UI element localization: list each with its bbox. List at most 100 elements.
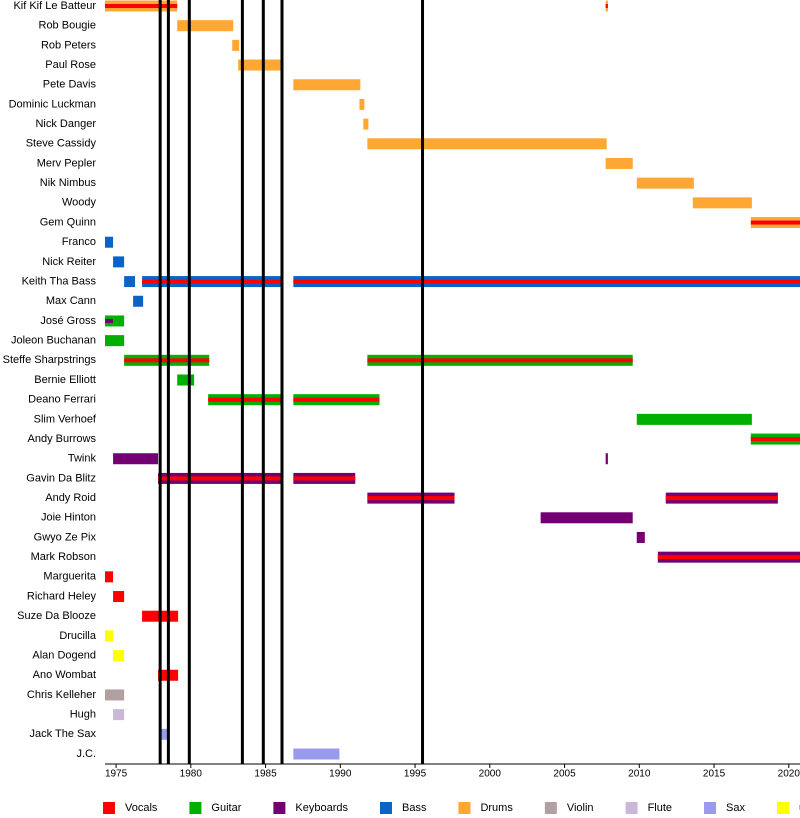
bar — [105, 630, 114, 642]
member-label: Paul Rose — [45, 59, 96, 71]
legend-label: Bass — [402, 802, 427, 814]
member-label: Andy Roid — [45, 492, 96, 504]
bar-stripe — [124, 358, 210, 363]
legend-swatch — [625, 802, 638, 814]
member-label: Steve Cassidy — [26, 138, 97, 150]
bar-stripe — [105, 318, 114, 323]
bar — [105, 571, 114, 583]
member-label: Nick Reiter — [42, 256, 96, 268]
bar — [113, 256, 125, 268]
bar — [605, 453, 608, 465]
legend-label: Vocals — [125, 802, 158, 814]
legend-swatch — [103, 802, 115, 814]
x-tick-label: 2020 — [778, 769, 800, 780]
x-tick-label: 1995 — [404, 769, 427, 780]
x-tick-label: 2005 — [553, 769, 576, 780]
legend-label: Drums — [480, 802, 513, 814]
x-tick-label: 1985 — [254, 769, 277, 780]
bar — [636, 531, 645, 543]
bar-stripe — [293, 397, 380, 402]
bar — [105, 689, 125, 701]
bar-stripe — [605, 4, 608, 8]
bar — [540, 512, 633, 524]
member-label: Suze Da Blooze — [17, 610, 96, 622]
legend-label: Flute — [648, 802, 672, 814]
bar — [293, 79, 361, 91]
member-label: Joie Hinton — [41, 512, 96, 524]
member-label: Drucilla — [59, 630, 97, 642]
bar-stripe — [367, 496, 455, 501]
bar-stripe — [367, 358, 633, 363]
member-label: Dominic Luckman — [9, 98, 96, 110]
member-label: Franco — [62, 236, 96, 248]
bar — [177, 374, 195, 386]
bar-stripe — [750, 437, 800, 442]
bar — [113, 709, 125, 721]
bar — [113, 591, 125, 603]
member-label: Merv Pepler — [37, 157, 97, 169]
bar — [605, 157, 633, 169]
bar — [359, 98, 365, 110]
bar — [160, 728, 169, 740]
member-label: Mark Robson — [31, 551, 96, 563]
bar — [113, 315, 125, 327]
x-tick-label: 1975 — [105, 769, 128, 780]
bar — [293, 748, 340, 760]
member-label: Jack The Sax — [30, 728, 97, 740]
legend-swatch — [704, 802, 717, 814]
member-label: Pete Davis — [43, 79, 97, 91]
x-tick-label: 2000 — [479, 769, 502, 780]
legend-label: Sax — [726, 802, 745, 814]
member-label: Alan Dogend — [32, 649, 96, 661]
member-label: José Gross — [40, 315, 96, 327]
member-label: Rob Bougie — [39, 20, 97, 32]
bar — [636, 413, 752, 425]
bar — [367, 138, 607, 150]
bar — [113, 453, 159, 465]
bar — [113, 650, 125, 662]
member-label: J.C. — [76, 748, 96, 760]
member-label: Nik Nimbus — [40, 177, 97, 189]
bar — [177, 20, 234, 32]
legend-label: Guitar — [211, 802, 241, 814]
bar-stripe — [142, 279, 284, 284]
member-label: Woody — [62, 197, 97, 209]
member-label: Max Cann — [46, 295, 96, 307]
legend-swatch — [777, 802, 789, 814]
x-tick-label: 1990 — [329, 769, 352, 780]
bar-stripe — [750, 220, 800, 225]
member-label: Gwyo Ze Pix — [34, 531, 97, 543]
legend-swatch — [273, 802, 286, 814]
member-label: Keith Tha Bass — [22, 275, 97, 287]
member-label: Nick Danger — [35, 118, 96, 130]
member-label: Chris Kelleher — [27, 689, 96, 701]
legend-label: Violin — [567, 802, 594, 814]
member-label: Twink — [68, 453, 97, 465]
bar-stripe — [293, 476, 356, 481]
legend-swatch — [544, 802, 557, 814]
member-label: Steffe Sharpstrings — [3, 354, 97, 366]
bar — [105, 236, 114, 248]
bar-stripe — [657, 555, 800, 560]
x-tick-label: 1980 — [180, 769, 203, 780]
member-label: Bernie Elliott — [34, 374, 96, 386]
bar — [363, 118, 369, 130]
bar — [692, 197, 752, 209]
legend-swatch — [379, 802, 392, 814]
member-label: Ano Wombat — [33, 669, 96, 681]
member-label: Rob Peters — [41, 39, 97, 51]
bar — [105, 335, 125, 347]
legend-swatch — [189, 802, 202, 814]
legend-label: Keyboards — [295, 802, 348, 814]
bar-stripe — [208, 397, 284, 402]
bar — [124, 276, 136, 288]
x-tick-label: 2015 — [703, 769, 726, 780]
member-label: Gavin Da Blitz — [26, 472, 96, 484]
bar-stripe — [665, 496, 778, 501]
member-label: Slim Verhoef — [34, 413, 97, 425]
x-tick-label: 2010 — [628, 769, 651, 780]
bar — [133, 295, 144, 307]
member-label: Deano Ferrari — [28, 394, 96, 406]
bar — [232, 39, 240, 51]
legend-swatch — [458, 802, 471, 814]
